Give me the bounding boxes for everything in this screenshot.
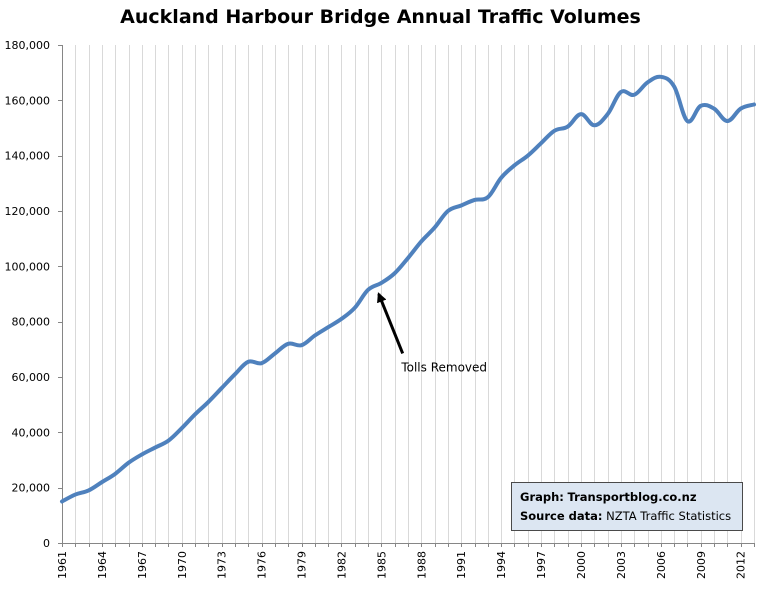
- x-tick-label: 1967: [136, 551, 149, 579]
- x-tick-label: 1994: [495, 551, 508, 579]
- x-tick-label: 1976: [256, 551, 269, 579]
- y-tick-label: 60,000: [12, 371, 51, 384]
- x-tick-label: 2009: [695, 551, 708, 579]
- x-tick-label: 2003: [615, 551, 628, 579]
- x-tick-label: 2000: [575, 551, 588, 579]
- y-tick-label: 120,000: [5, 205, 51, 218]
- y-tick-label: 20,000: [12, 482, 51, 495]
- x-tick-label: 2012: [735, 551, 748, 579]
- y-tick-labels: 0 20,000 40,000 60,000 80,000 100,000 120,000 1…: [5, 39, 62, 550]
- chart-title: Auckland Harbour Bridge Annual Traffic V…: [120, 6, 641, 28]
- graph-credit-line: Graph: Transportblog.co.nz: [520, 488, 742, 507]
- series-line: [60, 74, 756, 504]
- source-data-value: NZTA Traffic Statistics: [606, 509, 732, 523]
- x-tick-label: 1991: [455, 551, 468, 579]
- y-tick-label: 100,000: [5, 260, 51, 273]
- x-tick-label: 1997: [535, 551, 548, 579]
- graph-credit-label: Graph:: [520, 490, 564, 504]
- annotations: Tolls Removed: [377, 292, 487, 374]
- source-data-label: Source data:: [520, 509, 603, 523]
- series-layer: [60, 74, 756, 504]
- annotation-text: Tolls Removed: [400, 360, 487, 374]
- y-tick-label: 40,000: [12, 426, 51, 439]
- y-tick-label: 80,000: [12, 316, 51, 329]
- x-tick-label: 1961: [56, 551, 69, 579]
- x-tick-label: 1985: [375, 551, 388, 579]
- y-tick-label: 180,000: [5, 39, 51, 52]
- y-tick-label: 0: [43, 537, 50, 550]
- x-tick-label: 2006: [655, 551, 668, 579]
- x-tick-label: 1964: [96, 551, 109, 579]
- source-box: Graph: Transportblog.co.nz Source data: …: [511, 482, 743, 531]
- x-tick-label: 1979: [296, 551, 309, 579]
- source-data-line: Source data: NZTA Traffic Statistics: [520, 507, 742, 526]
- graph-credit-value: Transportblog.co.nz: [567, 490, 697, 504]
- y-tick-label: 160,000: [5, 94, 51, 107]
- x-tick-label: 1988: [415, 551, 428, 579]
- x-tick-label: 1973: [216, 551, 229, 579]
- gridlines: [75, 45, 755, 543]
- x-tick-label: 1970: [176, 551, 189, 579]
- x-tick-labels: 1961 1964 1967 1970 1973 1976 1979 1982 1985 1988…: [56, 543, 755, 579]
- y-tick-label: 140,000: [5, 150, 51, 163]
- x-tick-label: 1982: [335, 551, 348, 579]
- annotation-arrow: [377, 292, 405, 355]
